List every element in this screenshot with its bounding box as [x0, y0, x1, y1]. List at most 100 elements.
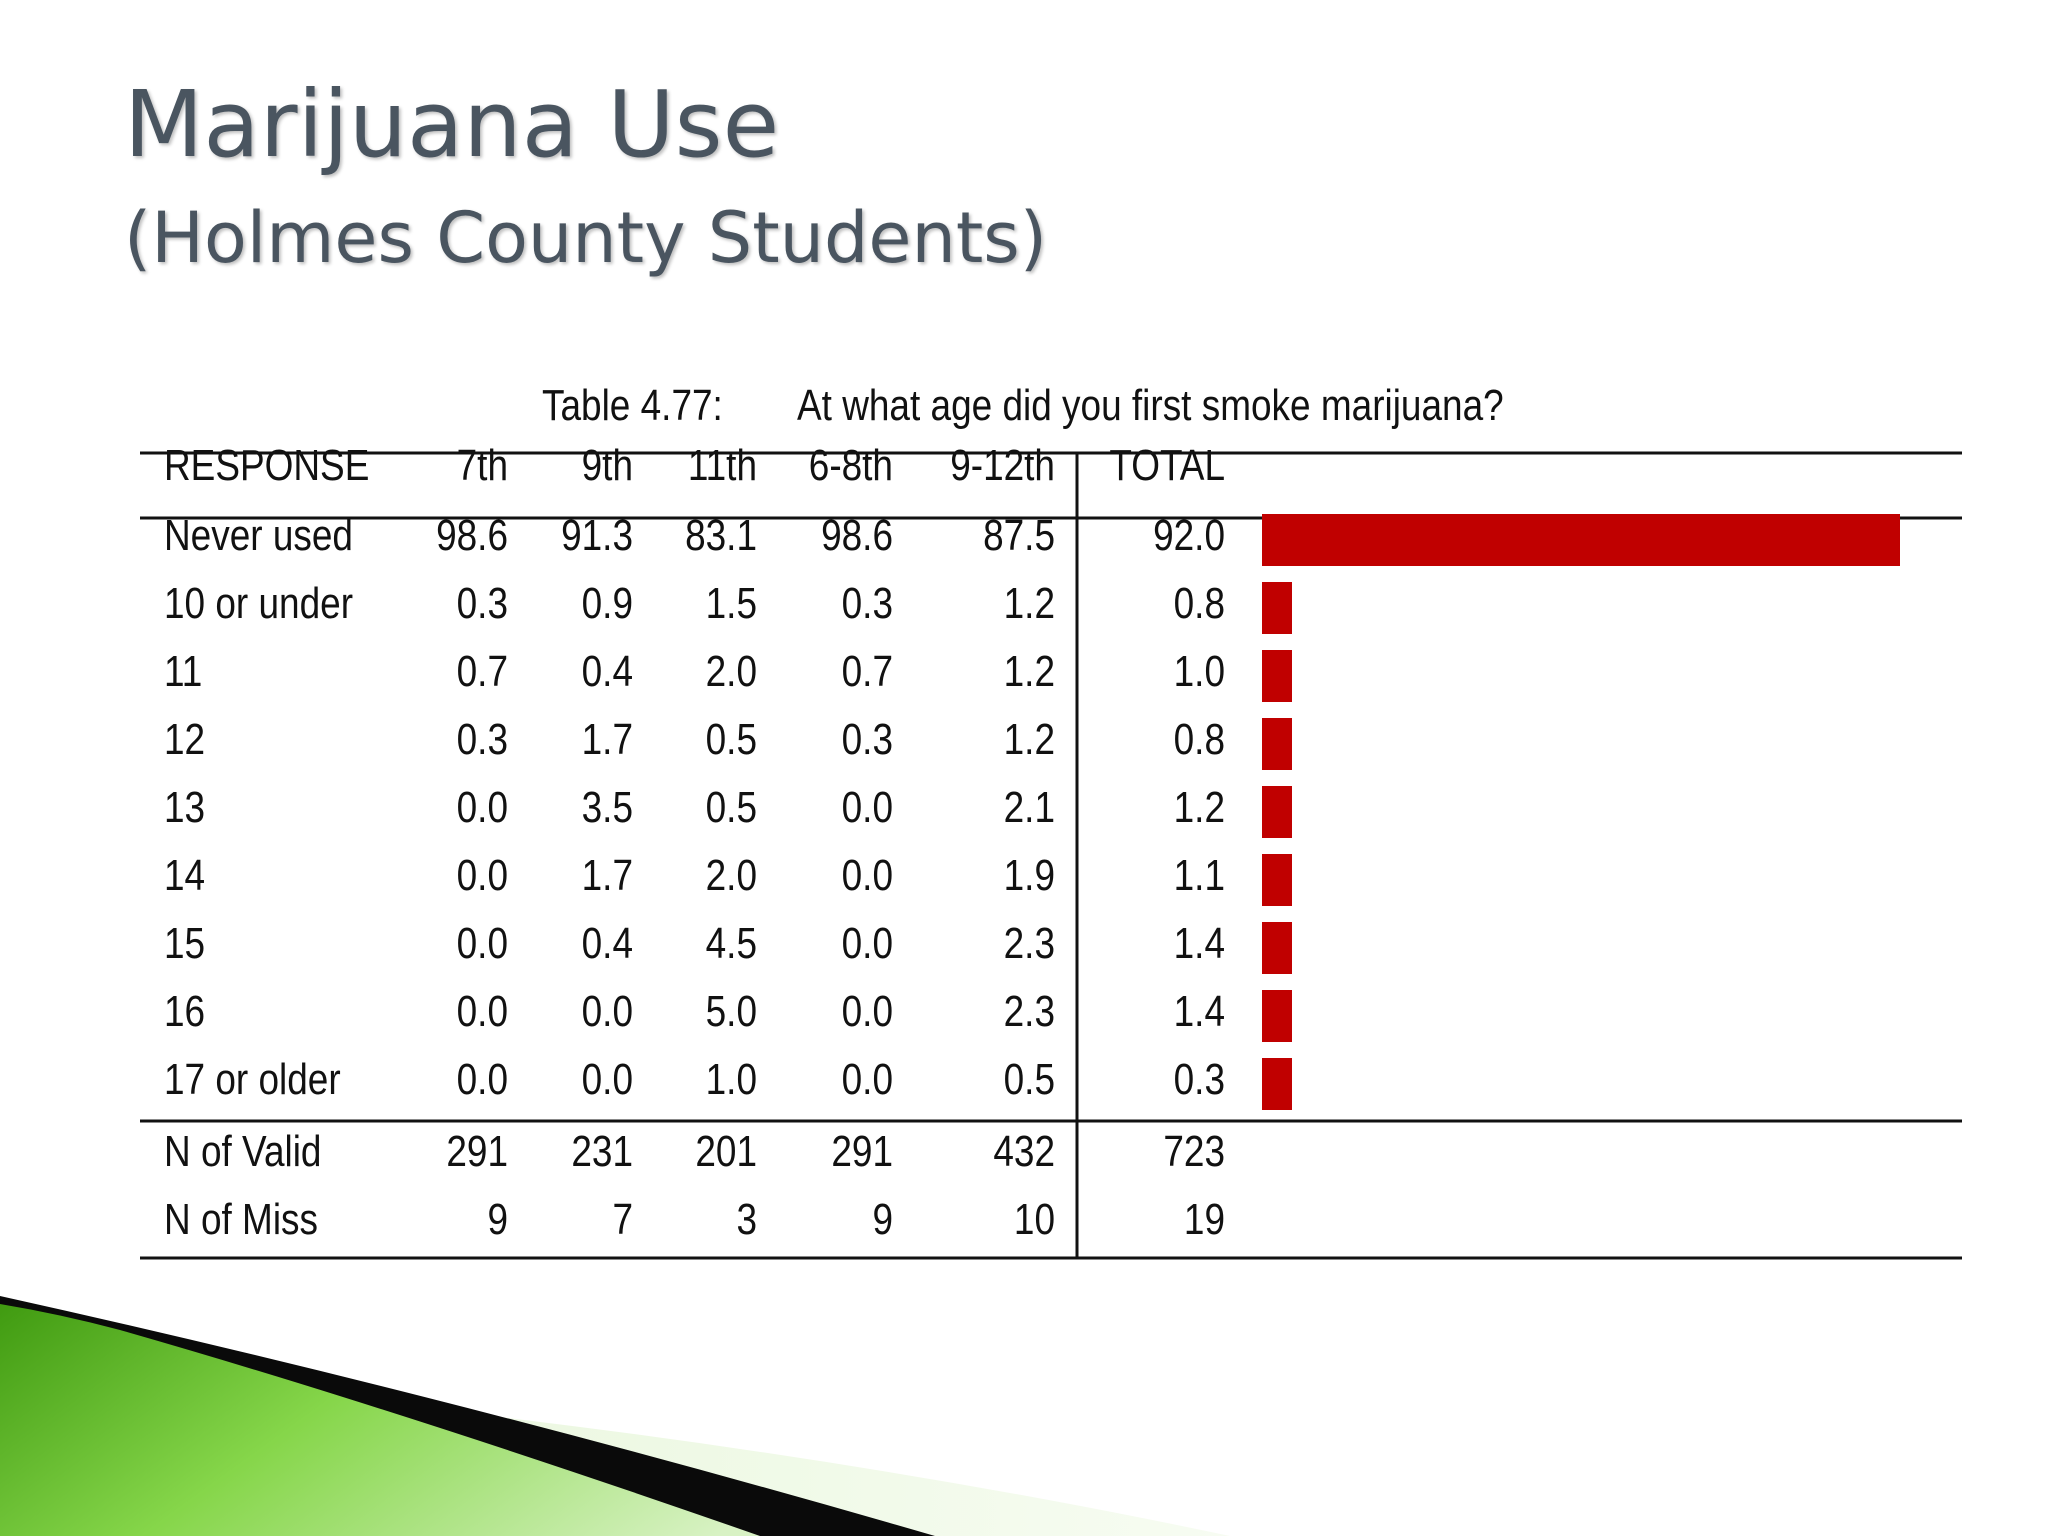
- table-cell: 0.0: [457, 850, 508, 900]
- table-cell: 0.3: [842, 578, 893, 628]
- total-bar: [1262, 922, 1292, 974]
- table-cell: 83.1: [685, 510, 757, 560]
- table-cell: 1.2: [1174, 782, 1225, 832]
- table-cell: 0.5: [1004, 1054, 1055, 1104]
- table-number: Table 4.77:: [542, 381, 723, 430]
- table-cell: 0.0: [582, 1054, 633, 1104]
- table-cell: 0.3: [1174, 1054, 1225, 1104]
- row-label: 11: [164, 646, 202, 696]
- table-cell: 1.2: [1004, 646, 1055, 696]
- table-cell: 1.9: [1004, 850, 1055, 900]
- table-cell: 0.0: [842, 918, 893, 968]
- table-cell: 0.5: [706, 714, 757, 764]
- table-cell: 98.6: [821, 510, 893, 560]
- table-cell: 2.0: [706, 850, 757, 900]
- slide-title: Marijuana Use: [124, 71, 780, 178]
- column-header-7th: 7th: [457, 440, 508, 490]
- summary-cell: 3: [736, 1194, 757, 1244]
- column-header-9-12th: 9-12th: [950, 440, 1055, 490]
- table-cell: 0.3: [842, 714, 893, 764]
- row-label: 15: [164, 918, 205, 968]
- table-cell: 2.1: [1004, 782, 1055, 832]
- table-cell: 0.0: [457, 986, 508, 1036]
- summary-cell: 432: [993, 1126, 1055, 1176]
- table-cell: 0.3: [457, 578, 508, 628]
- table-cell: 0.0: [842, 986, 893, 1036]
- total-bar: [1262, 990, 1292, 1042]
- swoosh-black: [0, 1296, 935, 1536]
- table-cell: 0.7: [457, 646, 508, 696]
- table-cell: 0.8: [1174, 578, 1225, 628]
- summary-cell: 9: [872, 1194, 893, 1244]
- summary-row-label: N of Miss: [164, 1194, 318, 1244]
- total-bar: [1262, 514, 1900, 566]
- table-cell: 1.4: [1174, 918, 1225, 968]
- summary-cell: 291: [446, 1126, 508, 1176]
- table-cell: 0.3: [457, 714, 508, 764]
- total-bar: [1262, 650, 1292, 702]
- table-cell: 0.0: [842, 1054, 893, 1104]
- table-cell: 1.1: [1174, 850, 1225, 900]
- table-cell: 0.4: [582, 646, 633, 696]
- table-cell: 0.8: [1174, 714, 1225, 764]
- table-cell: 91.3: [561, 510, 633, 560]
- table-cell: 1.4: [1174, 986, 1225, 1036]
- column-header-response: RESPONSE: [164, 440, 369, 490]
- table-cell: 98.6: [436, 510, 508, 560]
- summary-cell: 9: [487, 1194, 508, 1244]
- table-cell: 1.7: [582, 850, 633, 900]
- row-label: 17 or older: [164, 1054, 341, 1104]
- table-cell: 2.0: [706, 646, 757, 696]
- row-label: Never used: [164, 510, 353, 560]
- summary-row-label: N of Valid: [164, 1126, 321, 1176]
- row-label: 12: [164, 714, 205, 764]
- table-cell: 0.0: [457, 782, 508, 832]
- table-question: At what age did you first smoke marijuan…: [797, 381, 1504, 430]
- column-header-11th: 11th: [688, 440, 757, 490]
- table-cell: 0.0: [582, 986, 633, 1036]
- summary-cell: 201: [695, 1126, 757, 1176]
- row-label: 14: [164, 850, 205, 900]
- table-cell: 87.5: [983, 510, 1055, 560]
- table-cell: 2.3: [1004, 986, 1055, 1036]
- table-cell: 1.7: [582, 714, 633, 764]
- summary-cell: 723: [1163, 1126, 1225, 1176]
- column-header-9th: 9th: [582, 440, 633, 490]
- summary-cell: 19: [1184, 1194, 1225, 1244]
- table-cell: 0.5: [706, 782, 757, 832]
- table-cell: 1.0: [1174, 646, 1225, 696]
- table-cell: 0.0: [457, 918, 508, 968]
- column-header-6-8th: 6-8th: [809, 440, 893, 490]
- table-cell: 0.0: [457, 1054, 508, 1104]
- row-label: 16: [164, 986, 205, 1036]
- table-cell: 4.5: [706, 918, 757, 968]
- table-cell: 3.5: [582, 782, 633, 832]
- column-header-total: TOTAL: [1109, 440, 1225, 490]
- summary-cell: 231: [571, 1126, 633, 1176]
- table-cell: 5.0: [706, 986, 757, 1036]
- summary-cell: 10: [1014, 1194, 1055, 1244]
- table-cell: 2.3: [1004, 918, 1055, 968]
- table-cell: 0.4: [582, 918, 633, 968]
- table-cell: 1.0: [706, 1054, 757, 1104]
- summary-cell: 291: [831, 1126, 893, 1176]
- total-bar: [1262, 582, 1292, 634]
- table-cell: 1.2: [1004, 578, 1055, 628]
- table-cell: 0.7: [842, 646, 893, 696]
- total-bar: [1262, 786, 1292, 838]
- slide-subtitle: (Holmes County Students): [124, 197, 1048, 279]
- table-cell: 92.0: [1153, 510, 1225, 560]
- row-label: 10 or under: [164, 578, 353, 628]
- summary-cell: 7: [612, 1194, 633, 1244]
- total-bar: [1262, 1058, 1292, 1110]
- total-bar: [1262, 718, 1292, 770]
- table-cell: 0.9: [582, 578, 633, 628]
- table-cell: 1.2: [1004, 714, 1055, 764]
- table-cell: 1.5: [706, 578, 757, 628]
- row-label: 13: [164, 782, 205, 832]
- table-cell: 0.0: [842, 850, 893, 900]
- total-bar: [1262, 854, 1292, 906]
- table-cell: 0.0: [842, 782, 893, 832]
